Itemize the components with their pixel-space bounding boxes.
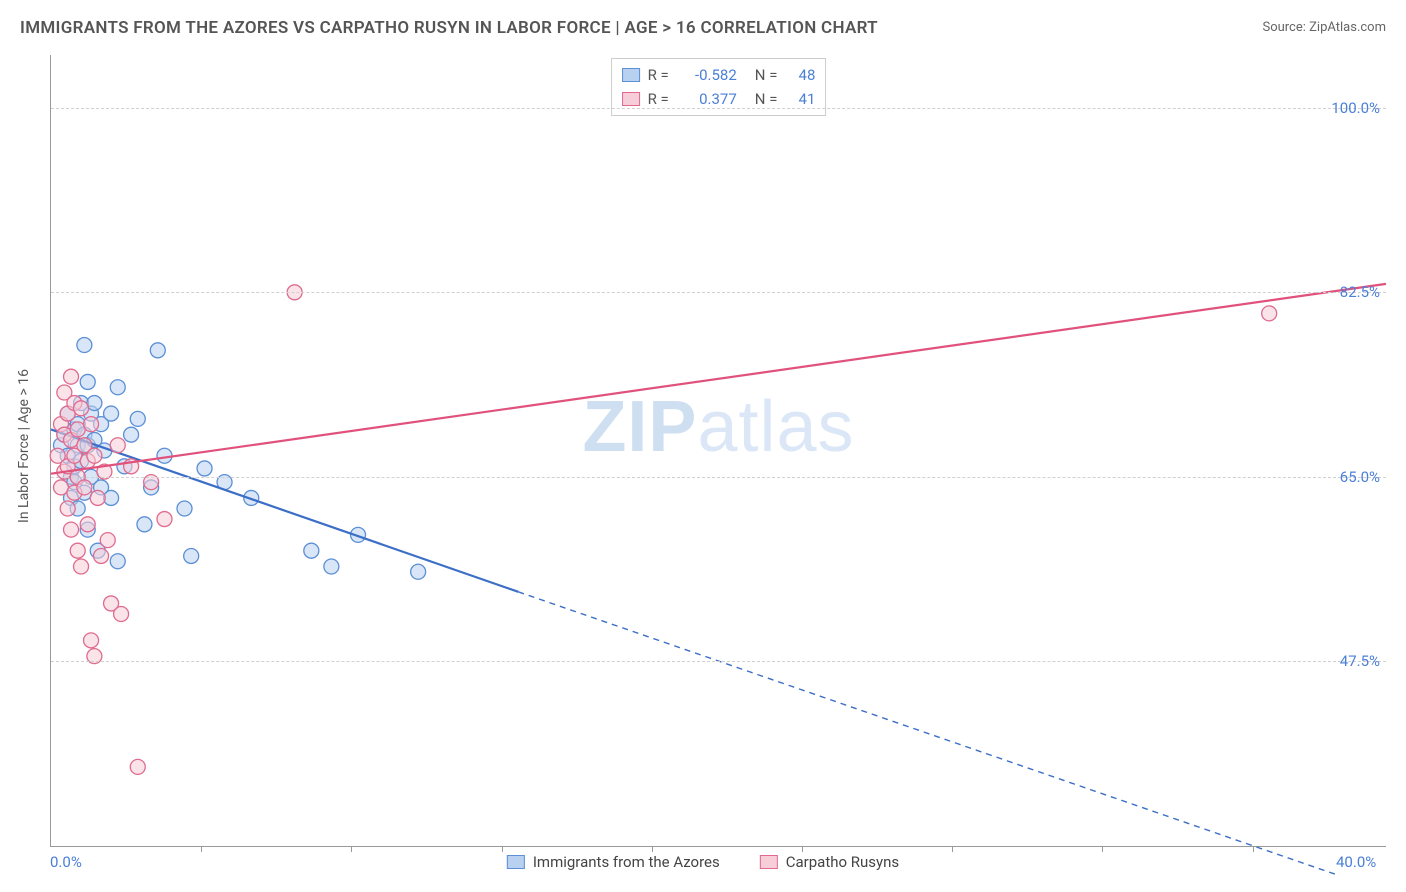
- legend-label-azores: Immigrants from the Azores: [533, 853, 720, 871]
- swatch-carpatho: [760, 855, 778, 869]
- y-tick-label: 100.0%: [1331, 99, 1380, 117]
- data-point-azores: [324, 559, 339, 574]
- data-point-carpatho: [157, 512, 172, 527]
- data-point-carpatho: [84, 633, 99, 648]
- gridline: [51, 477, 1386, 478]
- correlation-chart: IMMIGRANTS FROM THE AZORES VS CARPATHO R…: [0, 0, 1406, 892]
- x-tick: [502, 846, 503, 852]
- x-tick: [1253, 846, 1254, 852]
- data-point-azores: [110, 554, 125, 569]
- legend-series: Immigrants from the Azores Carpatho Rusy…: [507, 853, 899, 871]
- source-label: Source:: [1262, 20, 1309, 35]
- legend-item-carpatho: Carpatho Rusyns: [760, 853, 899, 871]
- x-tick: [1102, 846, 1103, 852]
- regression-extrapolation-azores: [518, 592, 1336, 875]
- data-point-azores: [104, 406, 119, 421]
- x-tick: [201, 846, 202, 852]
- data-point-azores: [184, 548, 199, 563]
- data-point-azores: [137, 517, 152, 532]
- data-point-azores: [177, 501, 192, 516]
- swatch-azores: [622, 68, 640, 82]
- gridline: [51, 108, 1386, 109]
- chart-title: IMMIGRANTS FROM THE AZORES VS CARPATHO R…: [20, 18, 878, 38]
- x-tick: [351, 846, 352, 852]
- y-axis-title: In Labor Force | Age > 16: [16, 369, 32, 523]
- data-point-azores: [150, 343, 165, 358]
- data-point-azores: [411, 564, 426, 579]
- data-point-carpatho: [64, 369, 79, 384]
- swatch-carpatho: [622, 92, 640, 106]
- data-point-carpatho: [84, 417, 99, 432]
- source-attribution: Source: ZipAtlas.com: [1262, 20, 1386, 35]
- data-point-carpatho: [94, 548, 109, 563]
- r-value-azores: -0.582: [677, 63, 737, 87]
- data-point-carpatho: [1262, 306, 1277, 321]
- n-value-azores: 48: [785, 63, 815, 87]
- swatch-azores: [507, 855, 525, 869]
- plot-svg: [51, 55, 1386, 846]
- data-point-azores: [80, 374, 95, 389]
- data-point-azores: [110, 380, 125, 395]
- y-tick-label: 65.0%: [1340, 468, 1380, 486]
- legend-row-azores: R = -0.582 N = 48: [622, 63, 816, 87]
- data-point-carpatho: [74, 559, 89, 574]
- data-point-carpatho: [100, 533, 115, 548]
- data-point-carpatho: [64, 522, 79, 537]
- legend-item-azores: Immigrants from the Azores: [507, 853, 720, 871]
- x-axis-max-label: 40.0%: [1336, 853, 1376, 871]
- data-point-azores: [197, 461, 212, 476]
- data-point-carpatho: [114, 606, 129, 621]
- r-label: R =: [648, 63, 669, 87]
- gridline: [51, 661, 1386, 662]
- data-point-carpatho: [110, 438, 125, 453]
- data-point-carpatho: [60, 501, 75, 516]
- data-point-carpatho: [70, 543, 85, 558]
- data-point-carpatho: [74, 401, 89, 416]
- y-tick-label: 82.5%: [1340, 283, 1380, 301]
- x-tick: [652, 846, 653, 852]
- y-tick-label: 47.5%: [1340, 652, 1380, 670]
- legend-label-carpatho: Carpatho Rusyns: [786, 853, 899, 871]
- data-point-azores: [130, 411, 145, 426]
- source-name: ZipAtlas.com: [1309, 20, 1386, 35]
- x-tick: [802, 846, 803, 852]
- data-point-azores: [124, 427, 139, 442]
- data-point-carpatho: [90, 490, 105, 505]
- x-tick: [952, 846, 953, 852]
- gridline: [51, 292, 1386, 293]
- data-point-azores: [304, 543, 319, 558]
- n-label: N =: [755, 63, 778, 87]
- x-axis-min-label: 0.0%: [50, 853, 82, 871]
- data-point-azores: [77, 338, 92, 353]
- data-point-carpatho: [77, 480, 92, 495]
- data-point-carpatho: [87, 448, 102, 463]
- regression-line-carpatho: [51, 284, 1386, 474]
- data-point-carpatho: [130, 759, 145, 774]
- data-point-carpatho: [80, 517, 95, 532]
- plot-area: ZIPatlas R = -0.582 N = 48 R = 0.377 N =…: [50, 55, 1386, 847]
